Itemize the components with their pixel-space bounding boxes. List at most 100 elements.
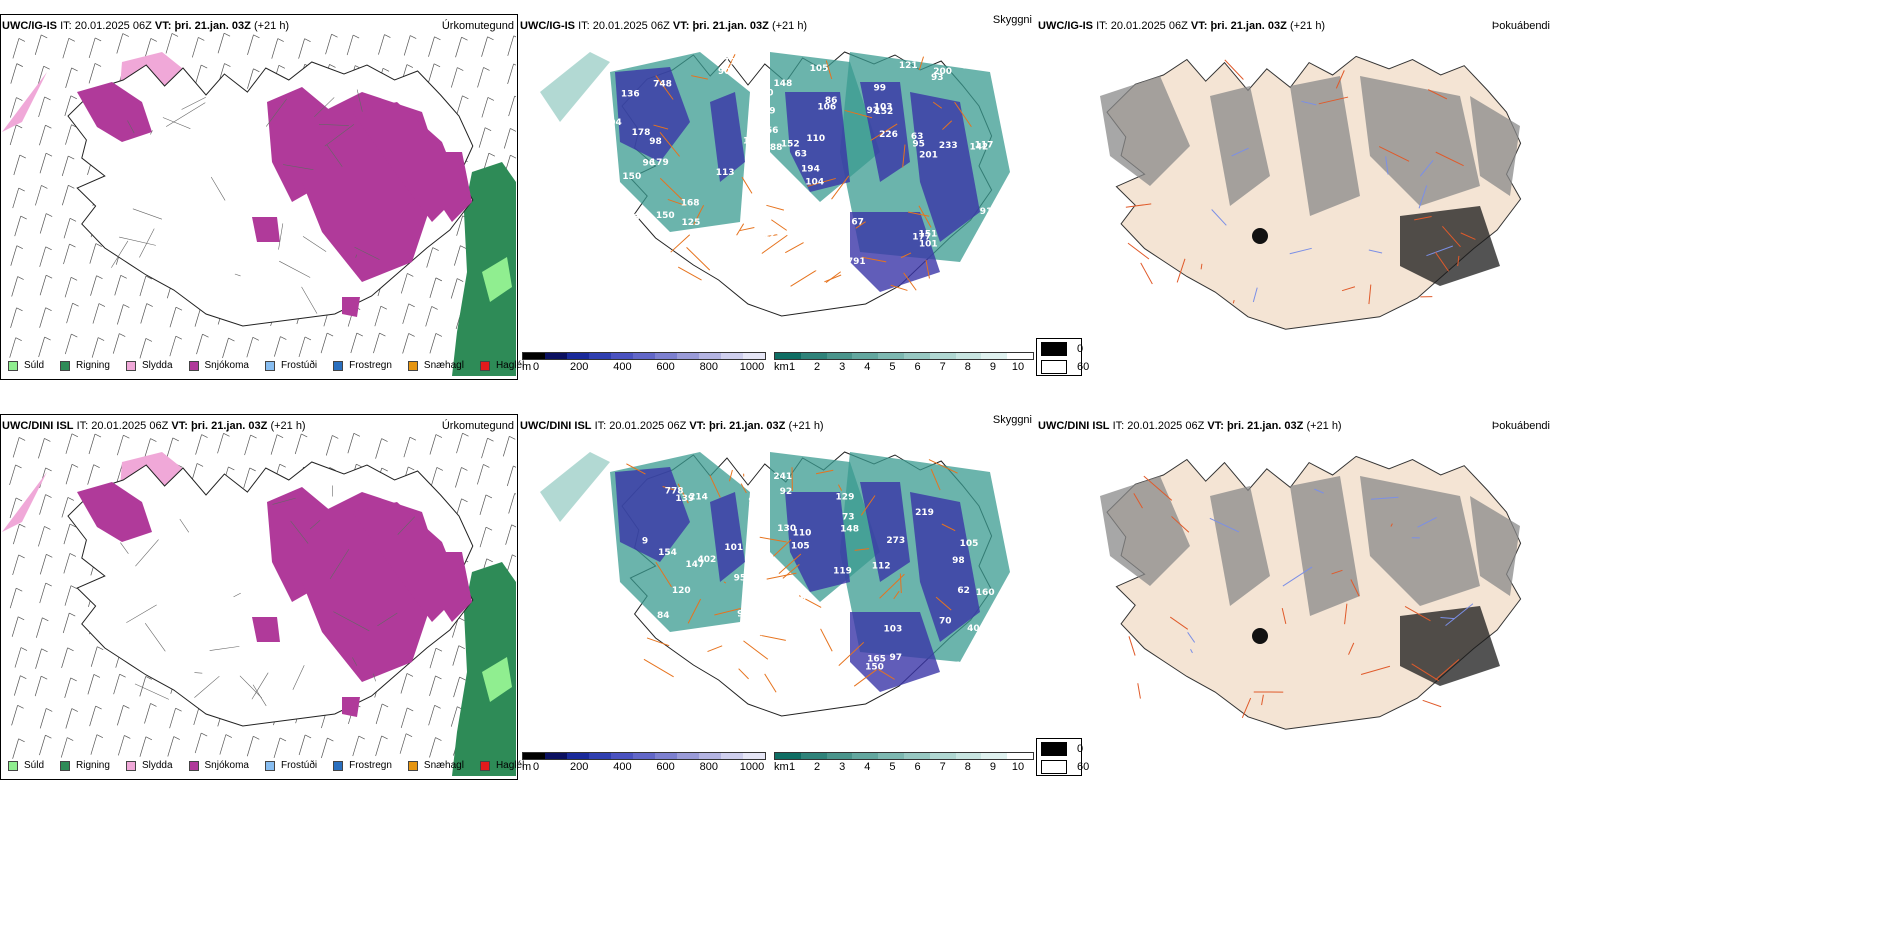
wind-barb-flag — [120, 275, 127, 279]
valid-time: þri. 21.jan. 03Z — [708, 420, 786, 432]
wind-barb — [456, 95, 463, 116]
issue-time: 20.01.2025 06Z — [74, 20, 152, 32]
road-line — [1341, 286, 1356, 292]
wind-barb-flag — [71, 708, 78, 712]
sleet-area — [2, 72, 47, 132]
fog-area — [1470, 496, 1520, 596]
wind-barb-flag — [46, 213, 53, 217]
road-line — [301, 286, 318, 314]
wind-barb-flag — [510, 154, 516, 159]
issue-label: IT: — [578, 20, 590, 32]
wind-barb — [503, 128, 511, 149]
wind-barb — [375, 438, 382, 459]
wind-barb — [274, 336, 281, 357]
wind-barb-flag — [146, 303, 153, 307]
fog-title: Þokuábendi — [1491, 420, 1550, 432]
wind-barb-flag — [45, 124, 52, 129]
wind-barb-flag — [228, 466, 235, 471]
legend-label: Súld — [24, 360, 45, 371]
wind-barb-flag — [96, 275, 103, 280]
road-line — [838, 641, 865, 666]
colorbar-tick: 400 — [613, 761, 632, 773]
road-line — [1368, 284, 1372, 305]
wind-barb — [402, 303, 410, 324]
road-line — [119, 236, 156, 246]
colorbar-tick: 6 — [914, 361, 921, 373]
wind-barb-flag — [249, 467, 256, 472]
wind-barb-flag — [18, 554, 25, 559]
colorbar-cell — [655, 753, 677, 759]
road-line — [902, 144, 906, 168]
road-line — [918, 205, 932, 228]
fog-legend-item: 0 — [1041, 742, 1083, 756]
height-label: 549 — [757, 106, 776, 116]
panel-header-visibility: UWC/DINI ISL IT: 20.01.2025 06Z VT: þri.… — [520, 420, 824, 433]
wind-barb — [39, 213, 47, 234]
wind-barb-flag — [44, 336, 51, 341]
legend-label: Snjókoma — [204, 760, 249, 771]
wind-barb-flag — [46, 554, 53, 558]
wind-barb — [34, 676, 42, 697]
height-label: 188 — [764, 143, 783, 153]
wind-barb — [428, 36, 435, 57]
road-line — [1318, 96, 1349, 105]
road-line — [1435, 151, 1464, 167]
road-line — [903, 272, 917, 291]
fog-legend-item: 60 — [1041, 360, 1089, 374]
river-line — [1209, 517, 1240, 533]
issue-label: IT: — [594, 420, 607, 432]
precip-type-title: Úrkomutegund — [441, 420, 514, 432]
wind-barb — [10, 245, 18, 266]
visibility-map: 1399914299104179136921501066387901131291… — [540, 51, 1010, 317]
wind-barb-flag — [45, 307, 52, 312]
wind-barb-flag — [20, 215, 27, 220]
height-colorbar: 0 200 400 600 800 1000 m — [522, 352, 766, 374]
wind-barb-flag — [94, 37, 102, 42]
road-line — [1137, 683, 1141, 699]
wind-barb-flag — [513, 465, 516, 468]
wind-barb-flag — [201, 732, 208, 737]
road-line — [831, 175, 850, 200]
colorbar-cell — [981, 753, 1008, 759]
road-line — [825, 271, 842, 284]
wind-barb — [403, 35, 411, 56]
wind-barb-flag — [71, 333, 78, 338]
legend-label: Frostúði — [280, 360, 318, 371]
wind-barb-flag — [380, 305, 388, 310]
legend-item: Frostregn — [333, 360, 392, 371]
river-line — [1314, 488, 1324, 494]
road-line — [1348, 642, 1355, 655]
colorbar-tick: 1000 — [739, 361, 765, 373]
wind-barb-flag — [41, 185, 48, 189]
legend-item: Frostúði — [264, 760, 317, 771]
wind-barb — [425, 306, 433, 327]
panel-header-fog: UWC/DINI ISL IT: 20.01.2025 06Z VT: þri.… — [1038, 420, 1342, 433]
road-line — [1140, 262, 1153, 285]
legend-swatch — [264, 360, 275, 371]
wind-barb-flag — [93, 674, 101, 678]
wind-barb — [477, 464, 484, 485]
wind-barb-flag — [70, 95, 77, 100]
wind-barb-flag — [407, 273, 414, 277]
wind-barb — [400, 707, 408, 729]
road-line — [314, 97, 335, 118]
colorbar-tick: 5 — [889, 361, 896, 373]
road-line — [844, 109, 873, 119]
height-label: 150 — [865, 662, 884, 672]
colorbar-tick: 200 — [570, 761, 589, 773]
road-line — [324, 124, 355, 147]
colorbar-cell — [545, 753, 567, 759]
colorbar-tick: 9 — [989, 761, 996, 773]
wind-barb-flag — [277, 38, 284, 42]
wind-barb-flag — [408, 333, 415, 337]
colorbar-cell — [611, 353, 633, 359]
colorbar-cell — [955, 753, 982, 759]
wind-barb-flag — [483, 67, 490, 71]
road-line — [773, 539, 792, 557]
road-line — [815, 469, 834, 475]
valid-label: VT: — [672, 20, 690, 32]
wind-barb — [65, 433, 73, 454]
wind-barb-flag — [20, 647, 28, 651]
height-label: 121 — [899, 61, 918, 71]
wind-barb — [321, 737, 328, 759]
